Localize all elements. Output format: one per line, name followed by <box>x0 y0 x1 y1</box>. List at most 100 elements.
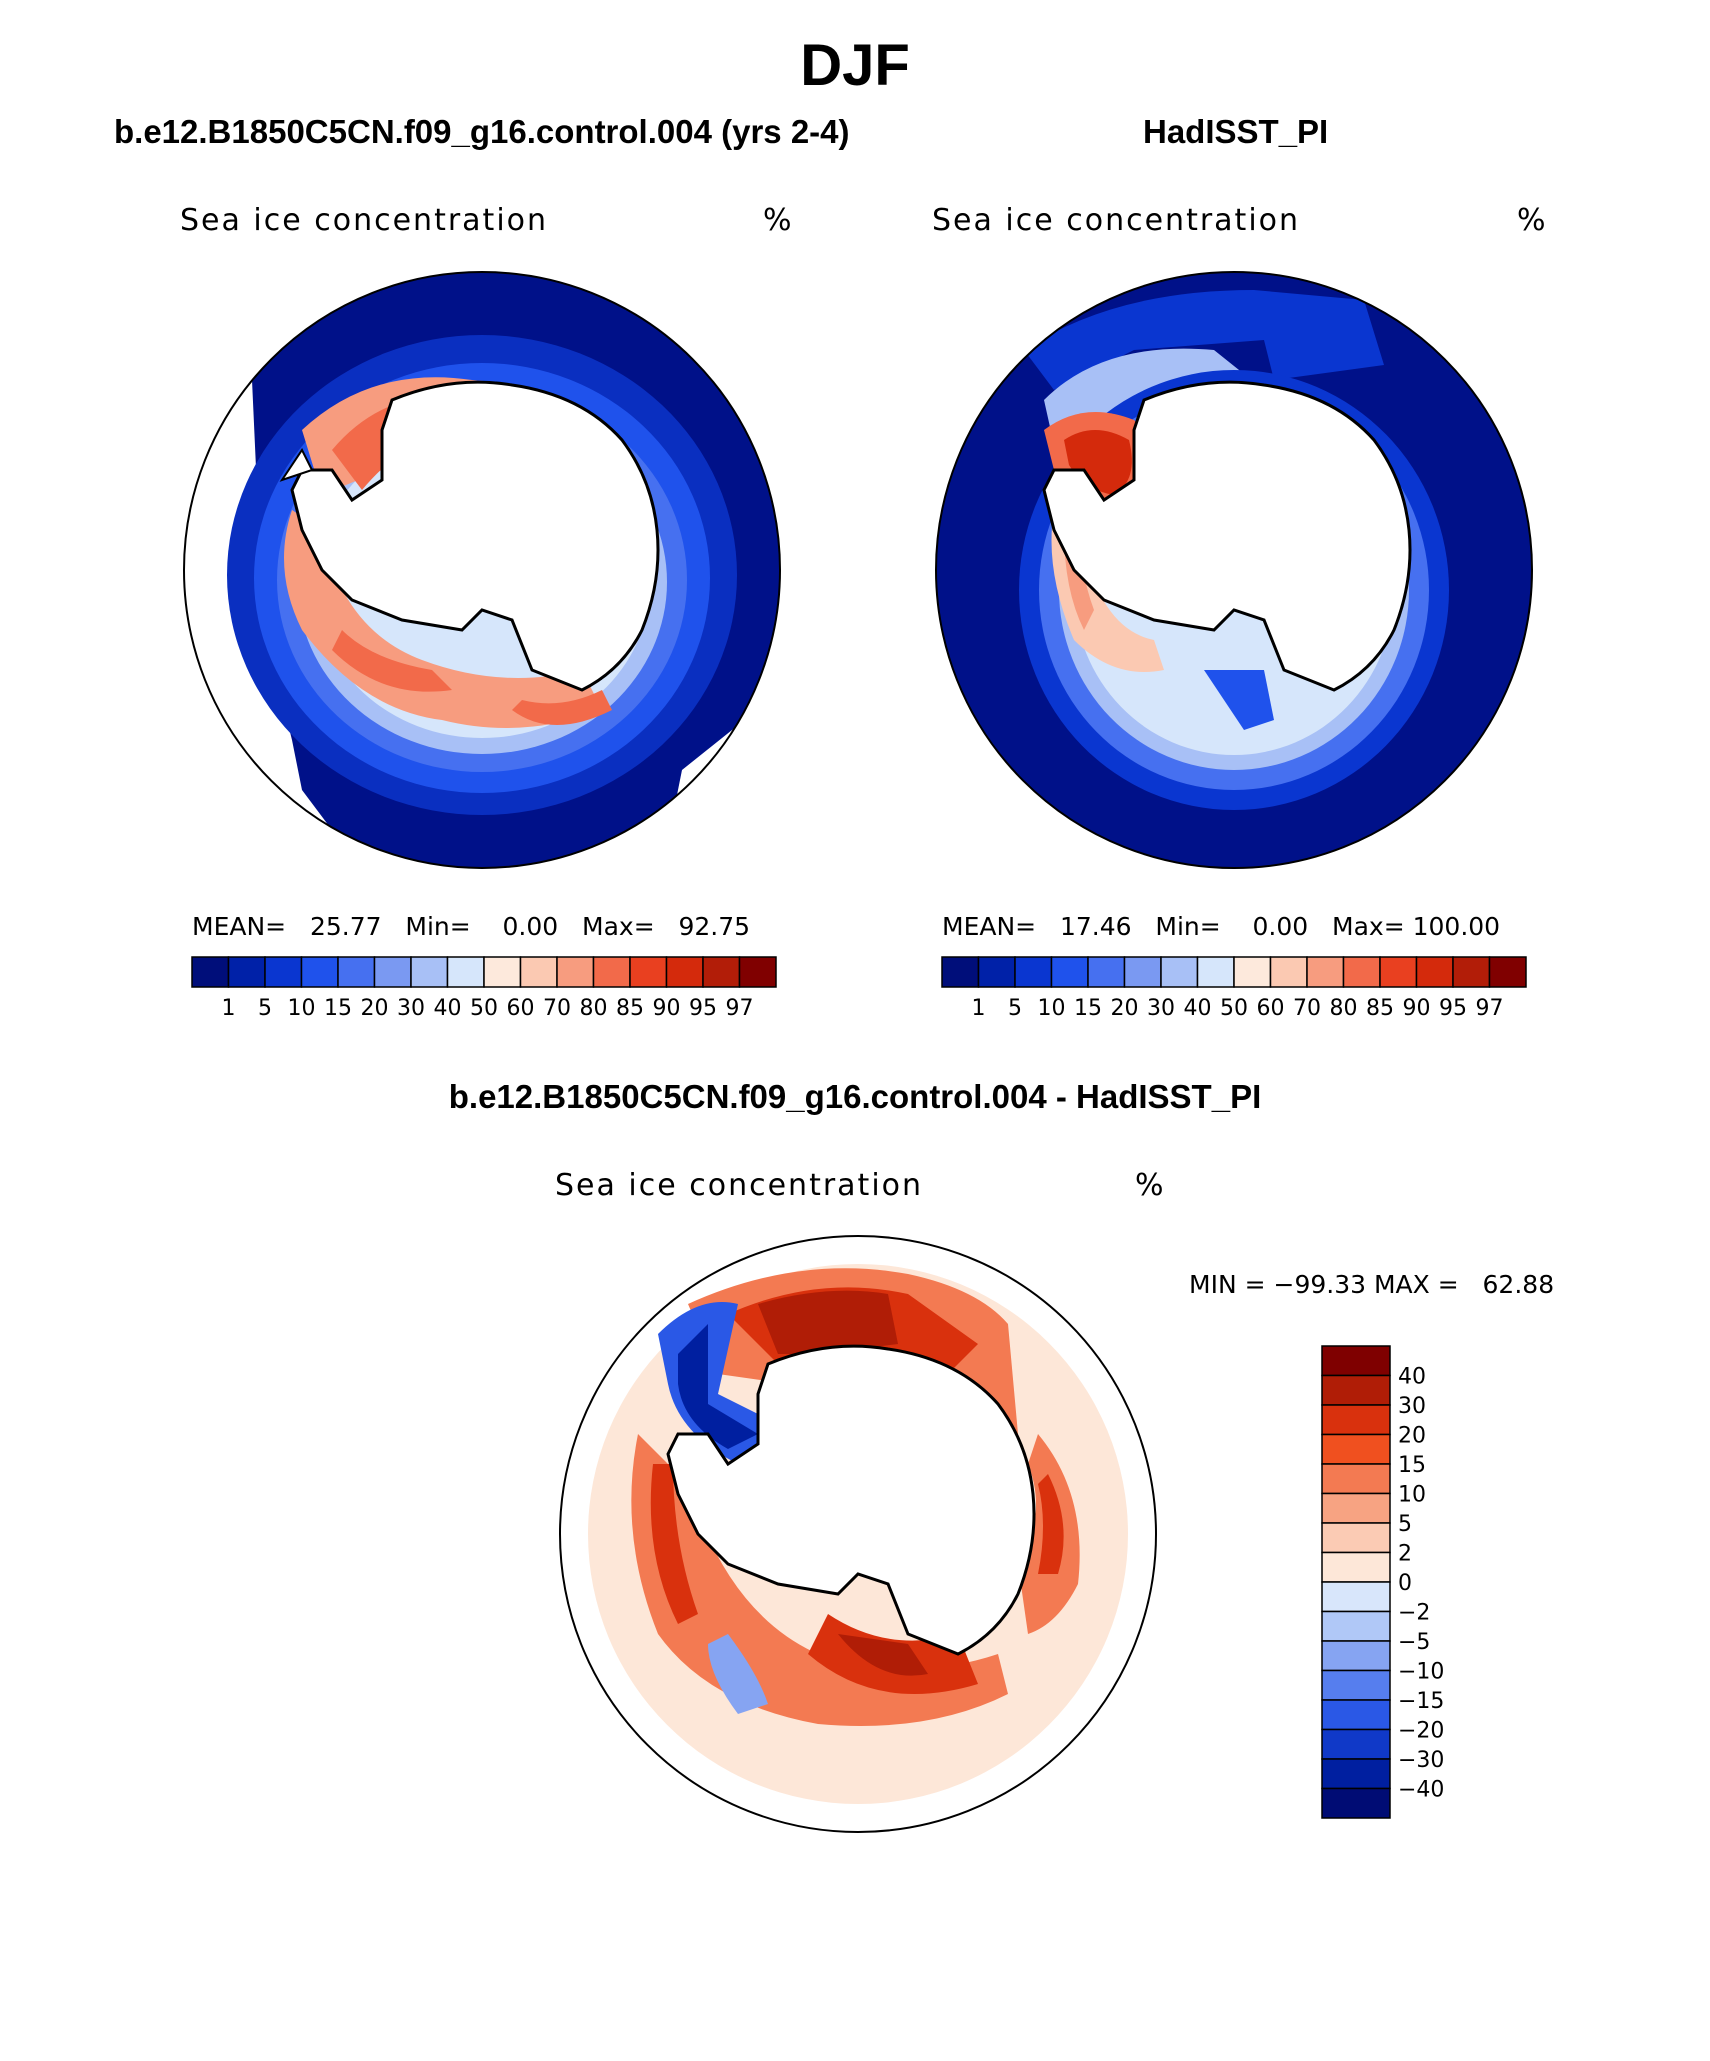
colorbar-swatch <box>1321 1699 1391 1731</box>
colorbar-swatch <box>1321 1758 1391 1790</box>
panel-diff-variable-label: Sea ice concentration <box>555 1168 924 1203</box>
colorbar-level-label: 5 <box>1398 1512 1412 1537</box>
colorbar-level-label: 15 <box>1398 1453 1426 1478</box>
colorbar-swatch <box>300 956 339 988</box>
colorbar-swatch <box>1269 956 1308 988</box>
colorbar-swatch <box>1488 956 1527 988</box>
colorbar-swatch <box>1321 1463 1391 1495</box>
colorbar-level-label: −40 <box>1398 1778 1444 1803</box>
colorbar-level-label: 97 <box>1476 996 1504 1021</box>
colorbar-swatch <box>1321 1433 1391 1465</box>
colorbar-level-label: 30 <box>397 996 425 1021</box>
colorbar-swatch <box>1321 1640 1391 1672</box>
colorbar-level-label: 70 <box>1293 996 1321 1021</box>
panel-obs-colorbar: 1 5 10 15 20 30 40 50 60 70 80 85 90 95 97 <box>941 956 1527 1021</box>
colorbar-level-label: 40 <box>1184 996 1212 1021</box>
colorbar-swatch <box>1014 956 1053 988</box>
colorbar-level-label: −10 <box>1398 1660 1444 1685</box>
colorbar-swatch <box>1321 1787 1391 1819</box>
panel-diff-map <box>559 1235 1157 1833</box>
colorbar-level-label: 10 <box>1398 1483 1426 1508</box>
colorbar-swatch <box>556 956 595 988</box>
colorbar-swatch <box>629 956 668 988</box>
colorbar-level-label: 20 <box>361 996 389 1021</box>
colorbar-swatch <box>592 956 631 988</box>
colorbar-swatch <box>410 956 449 988</box>
colorbar-swatch <box>1321 1522 1391 1554</box>
colorbar-swatch <box>702 956 741 988</box>
colorbar-level-label: 80 <box>580 996 608 1021</box>
colorbar-level-label: 90 <box>1403 996 1431 1021</box>
colorbar-level-label: 85 <box>1366 996 1394 1021</box>
colorbar-level-label: 1 <box>972 996 986 1021</box>
colorbar-swatch <box>1321 1374 1391 1406</box>
colorbar-swatch <box>1050 956 1089 988</box>
panel-obs-map <box>935 271 1533 869</box>
colorbar-level-label: 95 <box>1439 996 1467 1021</box>
colorbar-level-label: −20 <box>1398 1719 1444 1744</box>
colorbar-level-label: 1 <box>222 996 236 1021</box>
colorbar-swatch <box>519 956 558 988</box>
colorbar-swatch <box>1160 956 1199 988</box>
colorbar-level-label: 40 <box>434 996 462 1021</box>
panel-model-stats: MEAN= 25.77 Min= 0.00 Max= 92.75 <box>192 912 751 941</box>
colorbar-swatch <box>1452 956 1491 988</box>
colorbar-level-label: −15 <box>1398 1689 1444 1714</box>
colorbar-swatch <box>483 956 522 988</box>
colorbar-level-label: 90 <box>653 996 681 1021</box>
colorbar-level-label: 50 <box>470 996 498 1021</box>
colorbar-swatch <box>738 956 777 988</box>
panel-model-variable-label: Sea ice concentration <box>180 203 549 238</box>
colorbar-level-label: −30 <box>1398 1748 1444 1773</box>
colorbar-level-label: 60 <box>1257 996 1285 1021</box>
colorbar-level-label: 0 <box>1398 1571 1412 1596</box>
panel-model-map <box>183 271 781 869</box>
panel-diff-subtitle: b.e12.B1850C5CN.f09_g16.control.004 - Ha… <box>448 1078 1262 1115</box>
panel-obs-stats: MEAN= 17.46 Min= 0.00 Max= 100.00 <box>942 912 1501 941</box>
colorbar-level-label: −5 <box>1398 1630 1430 1655</box>
colorbar-swatch <box>1306 956 1345 988</box>
colorbar-swatch <box>941 956 980 988</box>
panel-diff-units-label: % <box>1135 1168 1166 1203</box>
colorbar-swatch <box>1233 956 1272 988</box>
colorbar-swatch <box>1415 956 1454 988</box>
panel-model-units-label: % <box>763 203 794 238</box>
colorbar-level-label: −2 <box>1398 1601 1430 1626</box>
colorbar-level-label: 95 <box>689 996 717 1021</box>
colorbar-level-label: 40 <box>1398 1365 1426 1390</box>
colorbar-swatch <box>1321 1610 1391 1642</box>
colorbar-level-label: 60 <box>507 996 535 1021</box>
colorbar-level-label: 70 <box>543 996 571 1021</box>
colorbar-level-label: 5 <box>1008 996 1022 1021</box>
colorbar-swatch <box>1196 956 1235 988</box>
colorbar-level-label: 80 <box>1330 996 1358 1021</box>
colorbar-level-label: 50 <box>1220 996 1248 1021</box>
colorbar-swatch <box>1321 1345 1391 1377</box>
colorbar-swatch <box>191 956 230 988</box>
colorbar-swatch <box>1087 956 1126 988</box>
colorbar-swatch <box>446 956 485 988</box>
colorbar-level-label: 10 <box>1038 996 1066 1021</box>
panel-model-subtitle: b.e12.B1850C5CN.f09_g16.control.004 (yrs… <box>114 113 850 150</box>
colorbar-swatch <box>665 956 704 988</box>
colorbar-swatch <box>337 956 376 988</box>
colorbar-level-label: 2 <box>1398 1542 1412 1567</box>
colorbar-level-label: 5 <box>258 996 272 1021</box>
panel-diff-stats: MIN = −99.33 MAX = 62.88 <box>1189 1270 1555 1299</box>
colorbar-level-label: 10 <box>288 996 316 1021</box>
colorbar-swatch <box>1379 956 1418 988</box>
panel-obs-subtitle: HadISST_PI <box>1143 113 1329 150</box>
panel-obs-units-label: % <box>1517 203 1548 238</box>
colorbar-swatch <box>1123 956 1162 988</box>
colorbar-swatch <box>373 956 412 988</box>
colorbar-level-label: 30 <box>1147 996 1175 1021</box>
colorbar-level-label: 20 <box>1111 996 1139 1021</box>
colorbar-level-label: 15 <box>1074 996 1102 1021</box>
colorbar-level-label: 15 <box>324 996 352 1021</box>
colorbar-level-label: 85 <box>616 996 644 1021</box>
colorbar-level-label: 20 <box>1398 1424 1426 1449</box>
colorbar-swatch <box>227 956 266 988</box>
colorbar-swatch <box>264 956 303 988</box>
panel-model-colorbar: 1 5 10 15 20 30 40 50 60 70 80 85 90 95 97 <box>191 956 777 1021</box>
